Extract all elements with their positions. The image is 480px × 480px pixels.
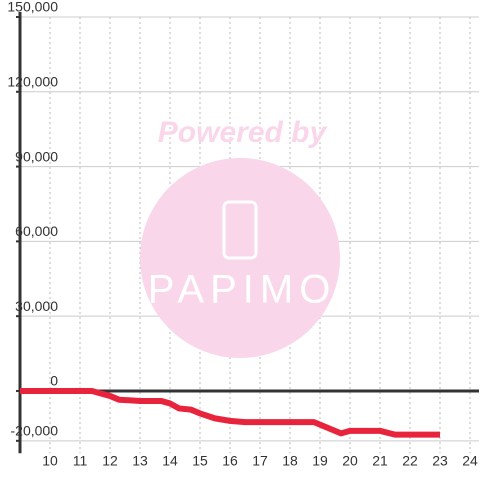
y-tick-label: -20,000: [11, 423, 59, 439]
y-tick-label: 0: [50, 373, 58, 389]
x-tick-label: 15: [192, 453, 208, 469]
x-tick-label: 16: [222, 453, 238, 469]
watermark: Powered by PAPIMO: [140, 116, 340, 358]
x-tick-label: 10: [42, 453, 58, 469]
x-tick-label: 23: [432, 453, 448, 469]
y-tick-label: 60,000: [15, 223, 58, 239]
x-tick-label: 11: [73, 453, 88, 469]
y-tick-label: 150,000: [7, 0, 58, 15]
watermark-logo: PAPIMO: [148, 268, 337, 312]
x-tick-label: 21: [372, 453, 388, 469]
x-tick-label: 17: [252, 453, 268, 469]
x-tick-label: 19: [312, 453, 328, 469]
x-tick-label: 13: [132, 453, 148, 469]
y-tick-label: 120,000: [7, 73, 58, 89]
x-tick-label: 24: [462, 453, 478, 469]
line: [20, 387, 440, 438]
x-tick-label: 12: [102, 453, 118, 469]
y-tick-label: 90,000: [15, 148, 58, 164]
x-tick-label: 18: [282, 453, 298, 469]
watermark-icon: [222, 200, 258, 260]
y-tick-label: 30,000: [15, 298, 58, 314]
x-tick-label: 14: [162, 453, 178, 469]
x-tick-label: 22: [402, 453, 418, 469]
x-tick-label: 20: [342, 453, 358, 469]
watermark-text: Powered by: [158, 116, 328, 149]
